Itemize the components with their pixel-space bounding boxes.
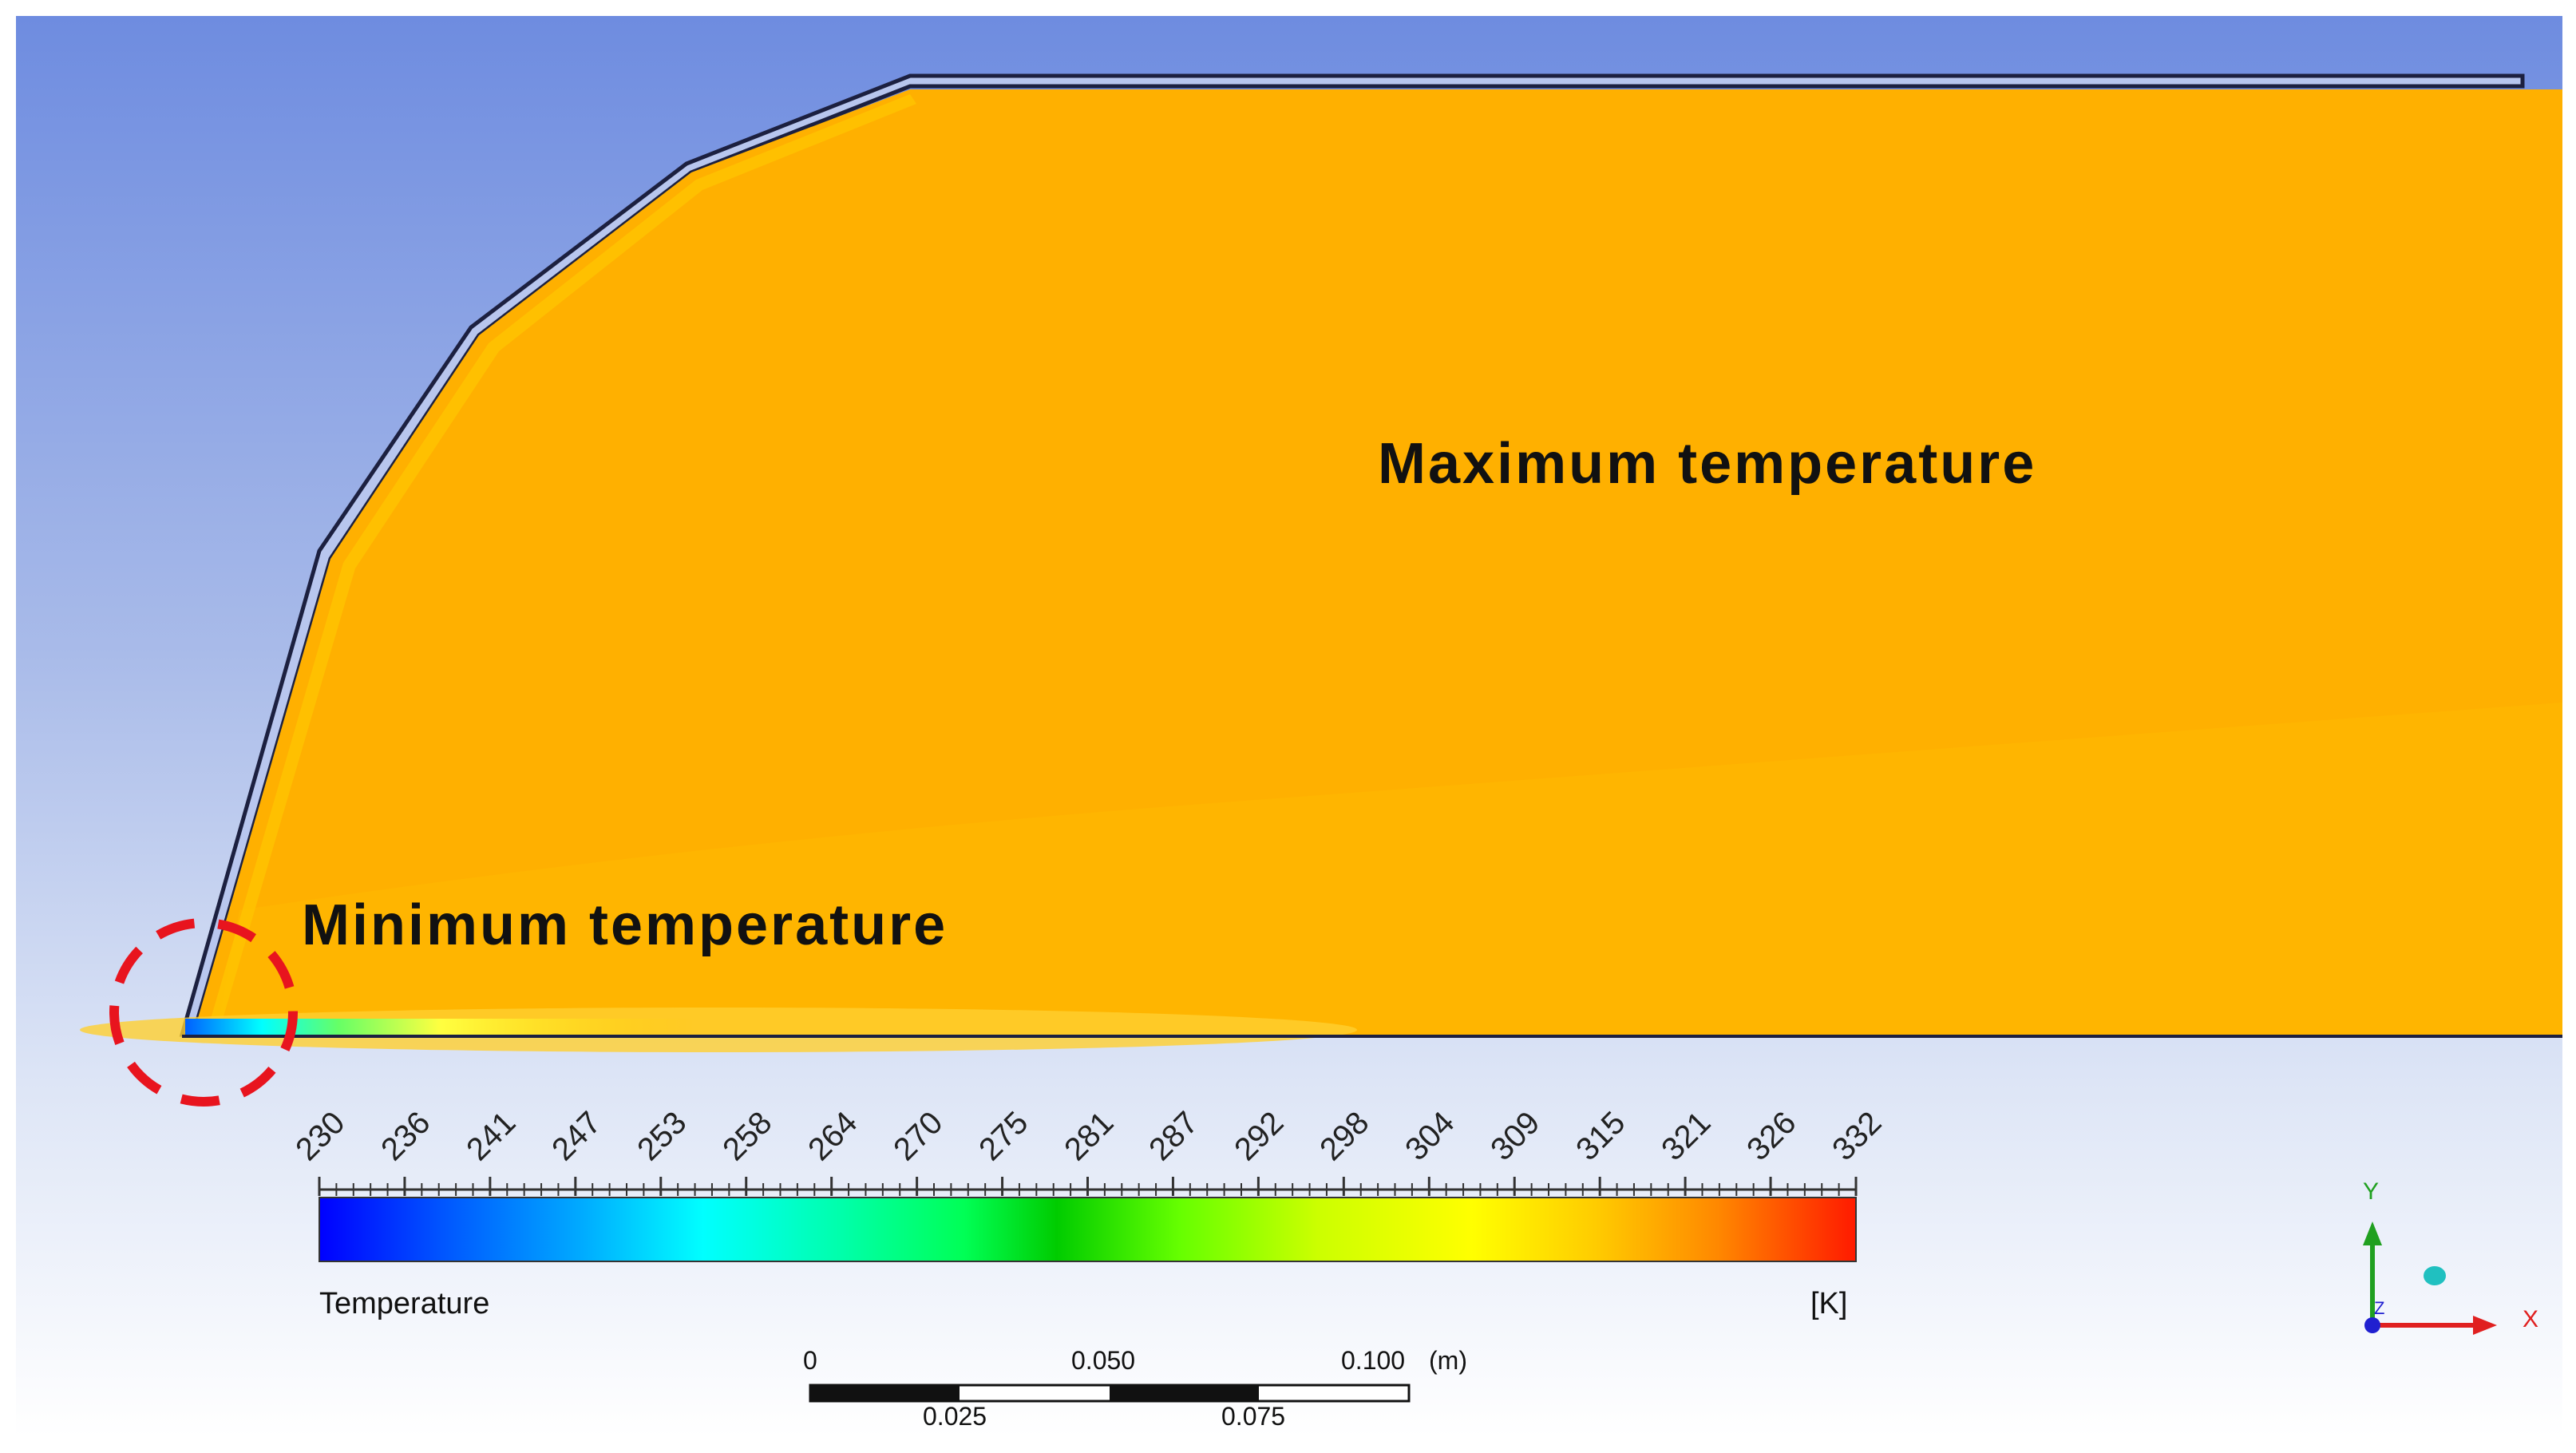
- legend-colorbar: [319, 1197, 1857, 1262]
- scale-label-0: 0: [803, 1346, 817, 1375]
- legend-unit: [K]: [1810, 1287, 1848, 1320]
- z-axis-dot: [2364, 1317, 2380, 1333]
- y-axis-arrowhead: [2363, 1221, 2382, 1245]
- field-inner-shade: [216, 703, 2562, 1038]
- legend-title: Temperature: [319, 1287, 490, 1320]
- scale-bar-segment-1: [810, 1385, 960, 1401]
- field-edge-shade: [208, 94, 916, 1030]
- triad-sphere: [2424, 1266, 2446, 1285]
- x-axis-label: X: [2523, 1306, 2539, 1332]
- minimum-temperature-label: Minimum temperature: [302, 893, 948, 957]
- scale-label-0025: 0.025: [923, 1402, 987, 1431]
- legend-ticks: [318, 1177, 1858, 1196]
- scale-bar-segment-3: [1110, 1385, 1259, 1401]
- cold-edge-gradient: [185, 1019, 696, 1035]
- maximum-temperature-label: Maximum temperature: [1378, 432, 2037, 496]
- minimum-highlight-circle: [109, 918, 298, 1107]
- scale-label-0050: 0.050: [1071, 1346, 1136, 1375]
- x-axis-arrowhead: [2473, 1316, 2497, 1335]
- z-axis-label: Z: [2374, 1298, 2385, 1318]
- scale-label-0100: 0.100: [1341, 1346, 1406, 1375]
- y-axis-label: Y: [2363, 1178, 2380, 1205]
- scale-label-0075: 0.075: [1221, 1402, 1286, 1431]
- scale-unit: (m): [1429, 1346, 1467, 1375]
